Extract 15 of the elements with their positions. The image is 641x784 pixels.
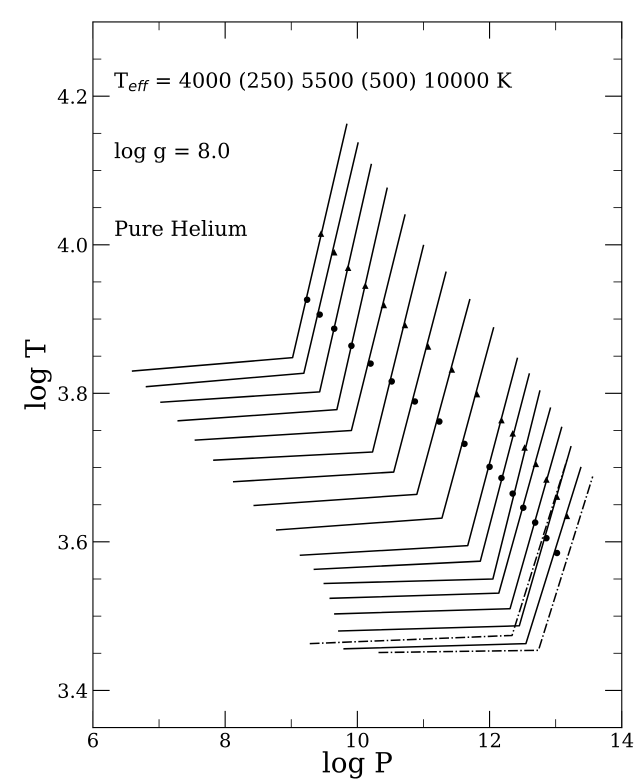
y-axis-title: log T — [24, 340, 52, 410]
y-tick-label: 3.6 — [58, 534, 87, 550]
y-tick-label: 3.8 — [58, 386, 87, 401]
x-tick-label: 8 — [220, 732, 230, 748]
y-tick-label: 3.4 — [58, 683, 88, 698]
x-tick-label: 12 — [480, 732, 500, 748]
x-tick-label: 6 — [88, 732, 98, 748]
x-axis-title: log P — [322, 751, 392, 779]
annotation: Pure Helium — [115, 220, 247, 236]
y-tick-label: 4.0 — [58, 238, 87, 252]
x-tick-label: 14 — [612, 732, 634, 748]
annotation: log g = 8.0 — [114, 142, 230, 163]
y-tick-label: 4.2 — [58, 89, 86, 104]
x-tick-label: 10 — [347, 732, 368, 748]
annotation: T$_{eff}$ = 4000 (250) 5500 (500) 10000 K — [114, 72, 512, 92]
